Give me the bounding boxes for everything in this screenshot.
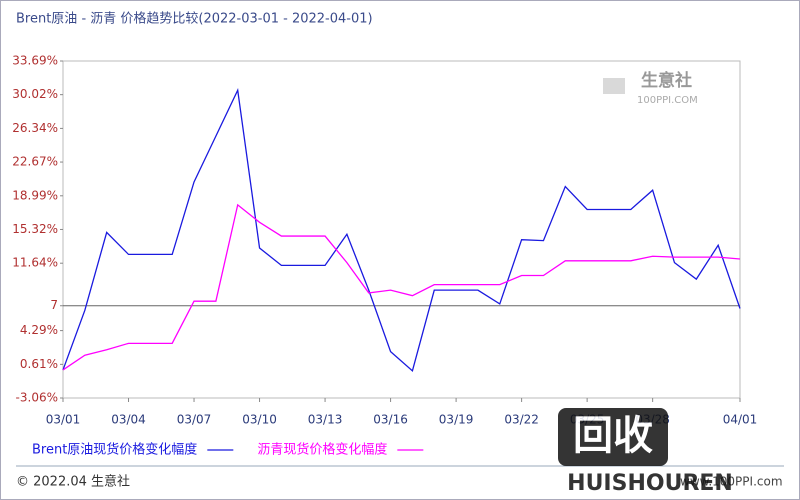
logo-site: 100PPI.COM bbox=[637, 95, 698, 106]
series-line bbox=[62, 203, 741, 371]
legend-label: Brent原油现货价格变化幅度 bbox=[32, 442, 197, 458]
chart-title: Brent原油 - 沥青 价格趋势比较(2022-03-01 - 2022-04… bbox=[16, 11, 373, 27]
y-tick-label: 22.67% bbox=[12, 155, 58, 169]
y-tick-label: 4.29% bbox=[20, 323, 58, 337]
x-tick-label: 03/19 bbox=[439, 413, 474, 427]
x-tick-label: 03/13 bbox=[308, 413, 343, 427]
logo-name: 生意社 bbox=[641, 70, 692, 91]
x-tick-label: 03/10 bbox=[242, 413, 277, 427]
y-tick-label: 11.64% bbox=[12, 256, 58, 270]
y-tick-label: 15.32% bbox=[12, 222, 58, 236]
y-tick-label: 0.61% bbox=[20, 357, 58, 371]
x-tick-label: 03/22 bbox=[504, 413, 539, 427]
plot-area bbox=[62, 60, 741, 399]
watermark: 回收 HUISHOUREN bbox=[558, 408, 733, 496]
series-line bbox=[62, 88, 741, 373]
x-tick-label: 03/16 bbox=[373, 413, 408, 427]
footer: © 2022.04 生意社 bbox=[16, 474, 130, 490]
y-tick-label: 18.99% bbox=[12, 188, 58, 202]
watermark-small: HUISHOUREN bbox=[567, 471, 733, 496]
y-tick-label: 33.69% bbox=[12, 54, 58, 68]
logo: 生意社 100PPI.COM bbox=[603, 70, 698, 106]
watermark-box bbox=[558, 408, 668, 466]
x-tick-label: 04/01 bbox=[723, 413, 758, 427]
legend-label: 沥青现货价格变化幅度 bbox=[257, 442, 387, 458]
watermark-big: 回收 bbox=[573, 413, 653, 459]
y-tick-label: -3.06% bbox=[16, 391, 58, 405]
watermark-url: www.100PPI.com bbox=[680, 475, 783, 489]
x-tick-label: 03/07 bbox=[177, 413, 212, 427]
y-tick-label: 26.34% bbox=[12, 121, 58, 135]
x-tick-label: 03/04 bbox=[111, 413, 146, 427]
y-tick-label: 7 bbox=[50, 298, 58, 312]
y-tick-label: 30.02% bbox=[12, 87, 58, 101]
x-tick-label: 03/01 bbox=[46, 413, 81, 427]
logo-icon bbox=[603, 78, 625, 94]
